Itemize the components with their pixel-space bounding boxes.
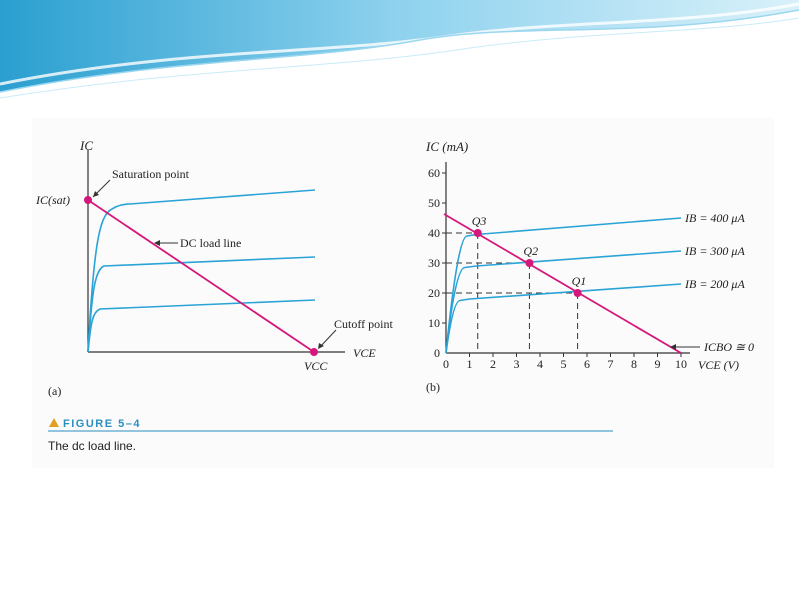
x-tick-label-7: 7 xyxy=(608,357,614,371)
y-tick-label-50: 50 xyxy=(428,196,440,210)
x-tick-label-10: 10 xyxy=(675,357,687,371)
q-point-Q2 xyxy=(525,259,534,267)
series-label-2: IB = 200 μA xyxy=(684,277,745,291)
y-tick-label-40: 40 xyxy=(428,226,440,240)
panel-b-series: IB = 400 μA IB = 300 μA IB = 200 μA xyxy=(445,211,745,354)
load-line-arrow-head xyxy=(154,240,160,246)
saturation-point xyxy=(84,196,92,204)
icbo-arrow-head xyxy=(670,344,676,350)
icbo-label: ICBO ≅ 0 xyxy=(703,340,754,354)
cutoff-arrow-head xyxy=(318,343,324,349)
series-label-1: IB = 300 μA xyxy=(684,244,745,258)
cutoff-point xyxy=(310,348,318,356)
y-tick-label-0: 0 xyxy=(434,346,440,360)
saturation-point-label: Saturation point xyxy=(112,167,190,181)
x-tick-label-3: 3 xyxy=(514,357,520,371)
x-tick-label-1: 1 xyxy=(467,357,473,371)
figure-triangle-icon xyxy=(49,418,59,427)
panel-b-ticks: 0 1 2 3 4 5 6 7 8 9 10 0 10 20 30 40 50 60 xyxy=(428,166,687,371)
panel-a-label: (a) xyxy=(48,384,61,398)
saturation-arrow-head xyxy=(93,191,99,197)
y-tick-label-30: 30 xyxy=(428,256,440,270)
panel-a-y-intercept-label: IC(sat) xyxy=(35,193,70,207)
panel-b-q-points: Q3 Q2 Q1 xyxy=(472,214,587,297)
figure-panel xyxy=(32,118,774,468)
x-tick-label-9: 9 xyxy=(655,357,661,371)
panel-b-guides xyxy=(446,232,579,353)
panel-b-label: (b) xyxy=(426,380,440,394)
figure-number: FIGURE 5–4 xyxy=(63,418,141,430)
q-point-label-Q1: Q1 xyxy=(572,274,587,288)
panel-b-xlabel: VCE (V) xyxy=(698,358,739,372)
panel-a-curve-1 xyxy=(87,189,316,353)
x-tick-label-2: 2 xyxy=(490,357,496,371)
panel-a-curve-2 xyxy=(87,256,316,353)
q-point-Q3 xyxy=(473,229,482,237)
panel-a-curve-3 xyxy=(87,299,316,353)
panel-b-ylabel: IC (mA) xyxy=(425,139,468,154)
header-wave-decoration xyxy=(0,0,799,99)
x-tick-label-8: 8 xyxy=(631,357,637,371)
panel-a-load-line xyxy=(87,199,315,353)
q-point-label-Q3: Q3 xyxy=(472,214,487,228)
panel-a: IC IC(sat) Saturation point DC load line… xyxy=(35,138,393,398)
x-tick-label-5: 5 xyxy=(561,357,567,371)
cutoff-point-label: Cutoff point xyxy=(334,317,393,331)
x-tick-label-6: 6 xyxy=(584,357,590,371)
q-point-Q1 xyxy=(573,289,582,297)
y-tick-label-60: 60 xyxy=(428,166,440,180)
series-line-2 xyxy=(445,283,682,354)
panel-b-load-line xyxy=(443,213,682,354)
series-label-0: IB = 400 μA xyxy=(684,211,745,225)
y-tick-label-10: 10 xyxy=(428,316,440,330)
y-tick-label-20: 20 xyxy=(428,286,440,300)
caption-block: FIGURE 5–4 The dc load line. xyxy=(48,418,613,453)
x-tick-label-4: 4 xyxy=(537,357,543,371)
panel-a-x-intercept-label: VCC xyxy=(304,359,328,373)
figure-caption: The dc load line. xyxy=(48,439,136,453)
q-point-label-Q2: Q2 xyxy=(523,244,538,258)
panel-a-xlabel: VCE xyxy=(353,346,376,360)
panel-a-ylabel: IC xyxy=(79,138,93,153)
x-tick-label-0: 0 xyxy=(443,357,449,371)
series-line-1 xyxy=(445,250,682,354)
dc-load-line-label: DC load line xyxy=(180,236,241,250)
